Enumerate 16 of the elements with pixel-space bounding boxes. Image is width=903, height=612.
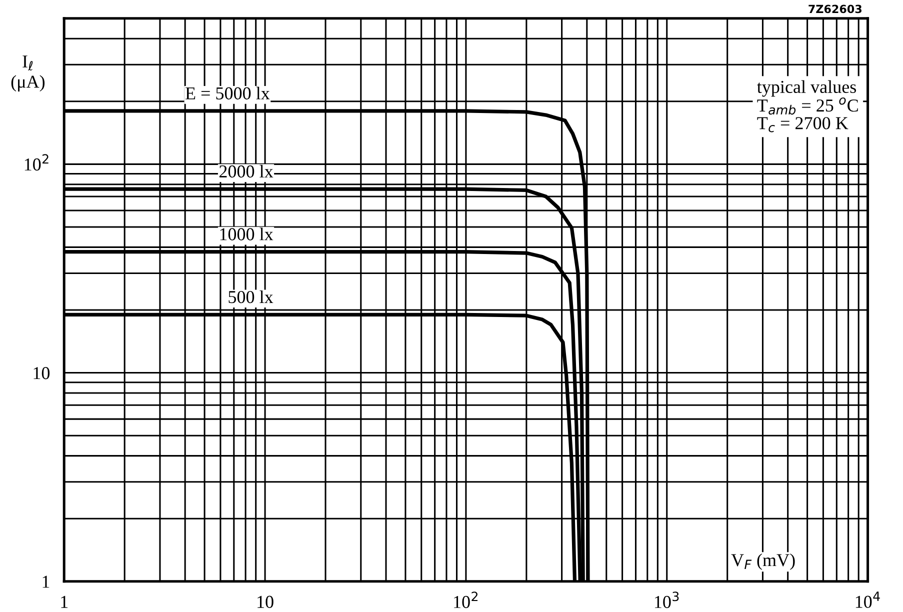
x-tick-label: 10$^{3}$ — [655, 592, 679, 608]
series-label: 500 lx — [228, 290, 274, 304]
x-tick-label: 1 — [61, 596, 68, 608]
x-tick-label: 10 — [258, 596, 274, 608]
y-tick-label: 10 — [34, 367, 50, 380]
y-tick-label: 1 — [42, 576, 50, 588]
series-label: 1000 lx — [220, 228, 274, 240]
y-tick-label: 10$^{2}$ — [24, 154, 48, 171]
series-label: E = 5000 lx — [186, 86, 270, 100]
series-label: 2000 lx — [219, 164, 274, 178]
y-axis-title: I$_{ℓ}$ (μA) — [11, 56, 45, 92]
text: 7Z62603 — [808, 4, 862, 14]
x-axis-title: V$_{F}$ (mV) — [731, 554, 795, 570]
text: typical values T$_{amb}$ = 25 $^{o}$C T$_{c}$ = 2700 K — [757, 80, 858, 132]
x-tick-label: 10$^{2}$ — [454, 592, 478, 608]
x-tick-label: 10$^{4}$ — [856, 592, 880, 608]
